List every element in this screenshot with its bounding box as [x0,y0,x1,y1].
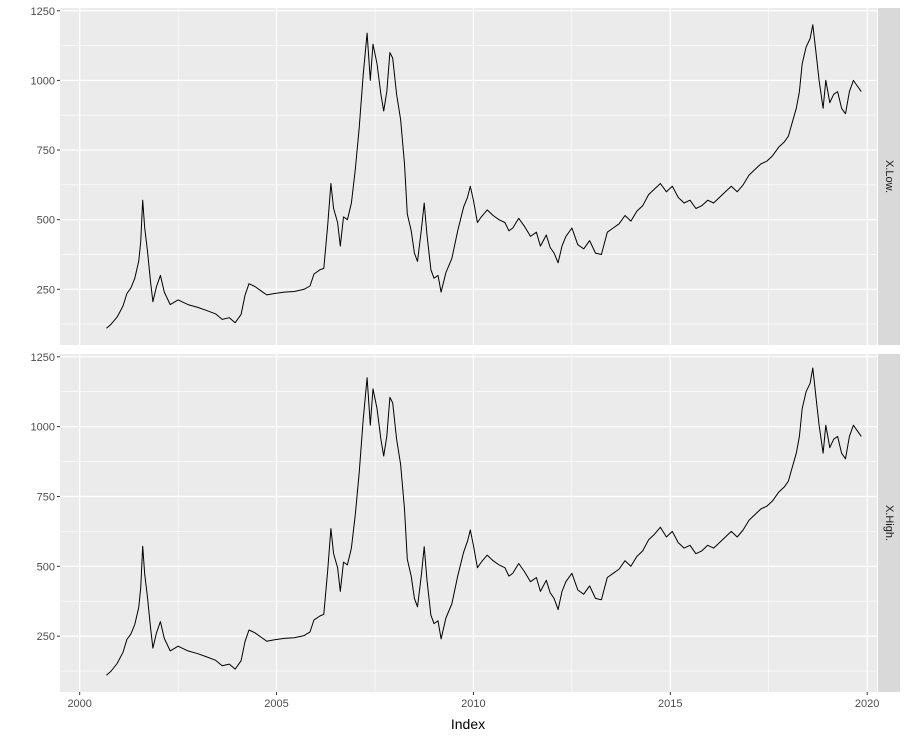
x-tick-label: 2020 [855,698,879,710]
x-tick-label: 2015 [658,698,682,710]
facet-strip [878,354,900,692]
y-tick-label: 500 [37,215,55,227]
facet-strip-label: X.High. [883,505,895,541]
series-line-low [106,24,862,329]
y-tick-label: 750 [37,145,55,157]
y-tick-label: 1000 [31,75,55,87]
x-tick-label: 2005 [264,698,288,710]
facet-panel-high: 250 500 750 1000 1250 X.High. [31,352,900,692]
y-tick-label: 1250 [31,352,55,364]
facet-strip [878,8,900,345]
y-tick-label: 1250 [31,6,55,18]
y-tick-label: 500 [37,561,55,573]
y-tick-label: 1000 [31,422,55,434]
facet-panel-low: 250 500 750 1000 1250 X.Low. [31,6,900,345]
panel-background [60,354,877,692]
x-tick-label: 2000 [67,698,91,710]
x-tick-label: 2010 [461,698,485,710]
x-axis: 2000 2005 2010 2015 2020 [67,692,879,710]
y-tick-label: 750 [37,491,55,503]
facet-strip-label: X.Low. [883,160,895,193]
series-line-high [106,367,862,676]
y-tick-label: 250 [37,284,55,296]
y-tick-label: 250 [37,631,55,643]
x-axis-title: Index [451,716,485,732]
panel-background [60,8,877,345]
